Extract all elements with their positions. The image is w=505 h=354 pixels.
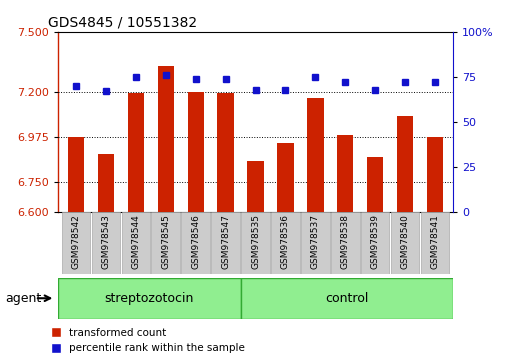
Bar: [307, 98, 323, 212]
FancyBboxPatch shape: [151, 212, 180, 274]
Bar: [68, 137, 84, 212]
Text: GSM978540: GSM978540: [400, 214, 409, 269]
Text: GDS4845 / 10551382: GDS4845 / 10551382: [48, 16, 197, 30]
Text: GSM978535: GSM978535: [250, 214, 260, 269]
Text: GSM978546: GSM978546: [191, 214, 200, 269]
Bar: [58, 278, 240, 319]
FancyBboxPatch shape: [330, 212, 359, 274]
Bar: [366, 157, 383, 212]
Bar: [187, 92, 204, 212]
Legend: transformed count, percentile rank within the sample: transformed count, percentile rank withi…: [46, 324, 249, 354]
Text: GSM978538: GSM978538: [340, 214, 349, 269]
FancyBboxPatch shape: [360, 212, 389, 274]
Bar: [157, 66, 174, 212]
Bar: [217, 93, 233, 212]
Bar: [240, 278, 452, 319]
Bar: [336, 135, 353, 212]
Bar: [426, 137, 442, 212]
Text: GSM978542: GSM978542: [72, 214, 80, 269]
Text: GSM978543: GSM978543: [102, 214, 110, 269]
Text: streptozotocin: streptozotocin: [105, 292, 194, 305]
Text: GSM978545: GSM978545: [161, 214, 170, 269]
FancyBboxPatch shape: [300, 212, 329, 274]
FancyBboxPatch shape: [62, 212, 90, 274]
FancyBboxPatch shape: [271, 212, 299, 274]
Bar: [396, 116, 413, 212]
FancyBboxPatch shape: [181, 212, 210, 274]
FancyBboxPatch shape: [91, 212, 120, 274]
Text: GSM978541: GSM978541: [430, 214, 438, 269]
Text: GSM978547: GSM978547: [221, 214, 230, 269]
Text: GSM978544: GSM978544: [131, 214, 140, 269]
Text: GSM978537: GSM978537: [310, 214, 319, 269]
Bar: [277, 143, 293, 212]
Text: agent: agent: [5, 292, 41, 305]
FancyBboxPatch shape: [241, 212, 269, 274]
FancyBboxPatch shape: [390, 212, 419, 274]
Text: GSM978539: GSM978539: [370, 214, 379, 269]
Bar: [127, 93, 144, 212]
Text: GSM978536: GSM978536: [280, 214, 289, 269]
Bar: [247, 161, 263, 212]
Bar: [97, 154, 114, 212]
FancyBboxPatch shape: [121, 212, 150, 274]
Text: control: control: [324, 292, 368, 305]
FancyBboxPatch shape: [211, 212, 239, 274]
FancyBboxPatch shape: [420, 212, 448, 274]
